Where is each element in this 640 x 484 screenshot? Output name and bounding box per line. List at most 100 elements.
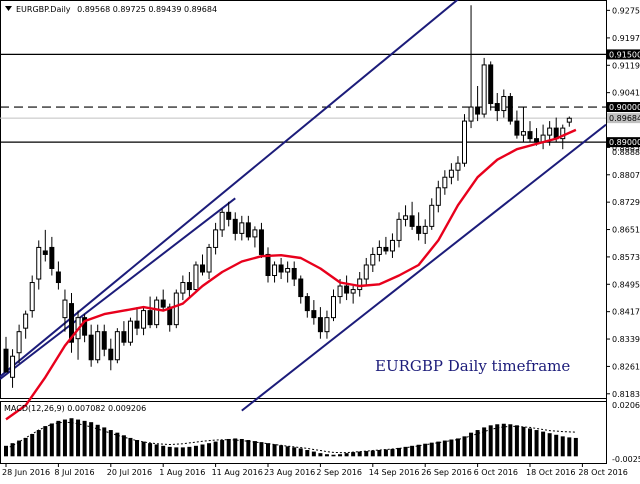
candle-body [416, 225, 422, 234]
x-tick-label-10: 18 Oct 2016 [526, 468, 575, 477]
macd-bar-86 [567, 437, 572, 457]
candle-59 [389, 233, 395, 258]
macd-bar-85 [560, 436, 565, 457]
macd-bar-29 [193, 445, 198, 457]
candle-58 [383, 236, 389, 255]
channel-line-0 [0, 0, 459, 378]
macd-bar-83 [547, 433, 552, 457]
candle-53 [350, 286, 356, 304]
macd-bar-2 [17, 440, 22, 457]
candle-54 [357, 272, 363, 297]
candle-body [481, 64, 487, 115]
macd-bar-10 [69, 418, 74, 457]
timeframe-label: Daily [50, 5, 71, 14]
macd-bar-11 [76, 419, 81, 457]
candle-body [82, 317, 88, 336]
macd-bar-57 [377, 450, 382, 457]
macd-bar-52 [344, 453, 349, 457]
macd-bar-47 [311, 451, 316, 457]
macd-bar-62 [410, 445, 415, 457]
candle-72 [475, 85, 481, 122]
macd-bar-54 [357, 451, 362, 457]
macd-bar-56 [370, 450, 375, 457]
candle-86 [566, 116, 572, 127]
candle-body [311, 310, 317, 319]
macd-bar-34 [226, 438, 231, 457]
candle-40 [265, 247, 271, 283]
candle-body [154, 299, 160, 326]
macd-bar-82 [541, 431, 546, 457]
candle-60 [396, 212, 402, 248]
candle-75 [494, 93, 500, 122]
x-tick-label-2: 20 Jul 2016 [107, 468, 152, 477]
macd-bar-9 [62, 419, 67, 457]
macd-bar-58 [383, 449, 388, 457]
candle-66 [435, 180, 441, 213]
x-tick-label-5: 23 Aug 2016 [264, 468, 315, 477]
macd-bar-18 [121, 435, 126, 457]
macd-bar-35 [233, 438, 238, 457]
candle-body [547, 127, 553, 136]
price-label-text: 0.90000 [609, 103, 640, 112]
candle-body [173, 292, 179, 326]
candle-5 [36, 240, 42, 290]
candle-body [298, 278, 304, 298]
candle-body [278, 264, 284, 273]
macd-bar-41 [272, 444, 277, 457]
macd-bar-22 [148, 443, 153, 457]
candle-4 [29, 275, 35, 318]
candle-65 [429, 198, 435, 230]
candle-body [55, 271, 61, 284]
candle-body [429, 204, 435, 227]
price-label-low-sub: 0.88880 [612, 148, 640, 157]
candle-body [134, 320, 140, 329]
y-axis: 0.927550.919700.911900.904100.896300.888… [606, 6, 640, 399]
candle-20 [134, 307, 140, 336]
candle-body [331, 296, 336, 319]
macd-bar-68 [449, 439, 454, 457]
candle-69 [455, 156, 461, 181]
candle-57 [376, 240, 382, 262]
candle-body [514, 120, 520, 136]
candle-body [42, 250, 48, 255]
chart-menu-triangle-icon[interactable] [5, 6, 12, 11]
macd-bar-19 [128, 437, 133, 457]
macd-bar-37 [246, 440, 251, 457]
candle-body [160, 299, 166, 308]
macd-bar-15 [102, 427, 107, 457]
macd-bar-71 [469, 432, 474, 457]
channel-line-1 [0, 197, 236, 380]
candle-body [69, 303, 74, 343]
macd-bar-72 [475, 430, 480, 457]
candle-body [304, 296, 310, 312]
macd-bar-21 [141, 441, 146, 457]
candle-74 [488, 61, 494, 111]
channel-layer [0, 0, 607, 412]
candle-14 [95, 324, 101, 364]
candle-55 [363, 257, 369, 287]
x-axis: 28 Jun 2016 8 Jul 2016 20 Jul 2016 1 Aug 20… [2, 463, 628, 477]
candle-body [147, 310, 153, 326]
macd-tick-label-1: -0.002545 [612, 455, 640, 464]
macd-bar-7 [49, 423, 54, 457]
macd-bar-36 [239, 438, 244, 457]
candle-body [389, 239, 395, 252]
candle-32 [213, 222, 219, 255]
candle-56 [370, 247, 376, 273]
candle-body [95, 331, 101, 361]
candle-49 [324, 310, 330, 339]
macd-bar-1 [10, 443, 15, 457]
macd-label: MACD(12,26,9) 0.007082 0.009206 [4, 404, 146, 413]
candle-70 [462, 114, 467, 167]
candle-46 [304, 293, 310, 318]
candle-3 [23, 310, 29, 339]
macd-tick-label-0: 0.020678 [612, 401, 640, 410]
candle-77 [507, 93, 513, 125]
macd-bar-25 [167, 446, 172, 457]
candle-42 [278, 257, 284, 280]
